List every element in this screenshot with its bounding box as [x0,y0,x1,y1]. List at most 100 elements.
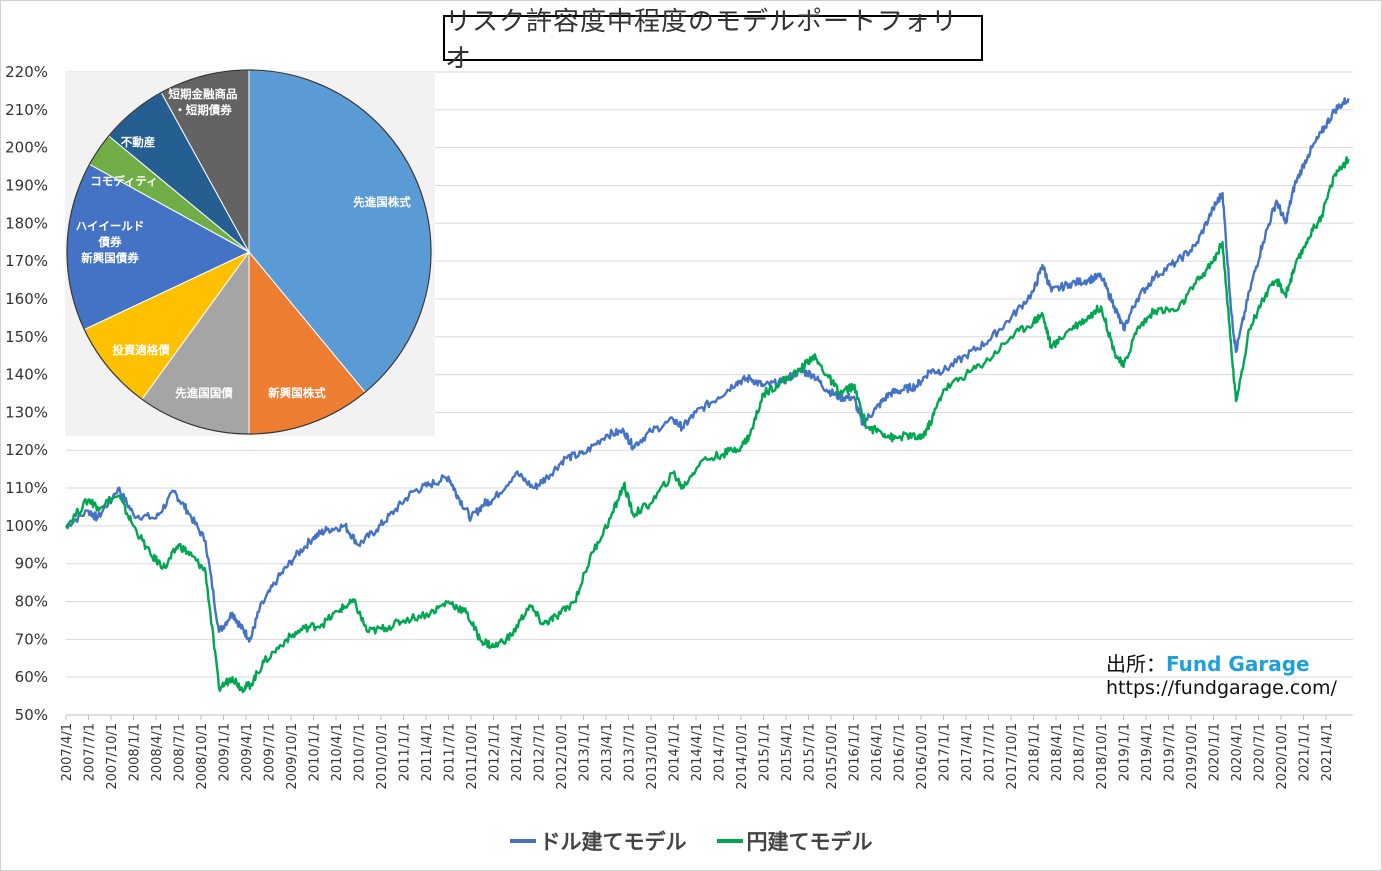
x-tick-label: 2020/10/1 [1275,723,1290,790]
x-tick-label: 2007/4/1 [60,723,75,781]
source-label: 出所：Fund Garage [1106,648,1310,677]
x-tick-label: 2008/10/1 [195,723,210,790]
y-tick-label: 180% [5,214,48,232]
y-tick-label: 120% [5,441,48,459]
legend-swatch-dollar [509,839,536,843]
source-url: https://fundgarage.com/ [1106,677,1337,699]
x-tick-label: 2017/4/1 [960,723,975,781]
x-axis: 2007/4/1 2007/7/1 2007/10/1 2008/1/1 2008/4/… [60,714,1353,790]
pie-label: 新興国株式 [268,386,326,400]
x-tick-label: 2013/1/1 [578,723,593,781]
x-tick-label: 2015/4/1 [780,723,795,781]
chart-title: リスク許容度中程度のモデルポートフォリオ [443,7,983,74]
x-tick-label: 2008/7/1 [173,723,188,781]
y-tick-label: 140% [5,366,48,384]
series-lines [65,97,1350,694]
x-tick-label: 2007/10/1 [105,723,120,790]
x-tick-label: 2020/4/1 [1230,723,1245,781]
x-tick-label: 2013/7/1 [623,723,638,781]
x-tick-label: 2009/10/1 [285,723,300,790]
y-tick-label: 210% [5,101,48,119]
pie-label: 不動産 [121,135,156,149]
y-tick-label: 150% [5,328,48,346]
x-tick-label: 2019/4/1 [1140,723,1155,781]
x-tick-label: 2019/1/1 [1118,723,1133,781]
legend: ドル建てモデル 円建てモデル [0,826,1382,856]
x-tick-label: 2020/7/1 [1253,723,1268,781]
x-tick-label: 2010/7/1 [353,723,368,781]
x-tick-label: 2013/10/1 [645,723,660,790]
x-tick-label: 2016/4/1 [870,723,885,781]
x-tick-label: 2015/1/1 [758,723,773,781]
x-tick-label: 2009/4/1 [240,723,255,781]
x-tick-label: 2014/1/1 [668,723,683,781]
x-tick-label: 2018/4/1 [1050,723,1065,781]
legend-item-dollar: ドル建てモデル [509,826,687,856]
pie-label: 投資適格債 [112,343,170,357]
x-tick-label: 2015/7/1 [803,723,818,781]
pie-label: 先進国国債 [175,386,233,400]
y-tick-label: 200% [5,139,48,157]
x-tick-label: 2019/10/1 [1185,723,1200,790]
x-tick-label: 2014/7/1 [713,723,728,781]
x-tick-label: 2012/10/1 [555,723,570,790]
y-tick-label: 100% [5,517,48,535]
x-tick-label: 2014/4/1 [690,723,705,781]
x-tick-label: 2012/4/1 [510,723,525,781]
y-tick-label: 50% [15,706,48,724]
y-tick-label: 60% [15,668,48,686]
source-brand: Fund Garage [1166,652,1310,676]
y-tick-label: 90% [15,555,48,573]
x-tick-label: 2020/1/1 [1208,723,1223,781]
x-tick-label: 2017/7/1 [983,723,998,781]
source-prefix: 出所： [1106,652,1166,676]
pie-label: 先進国株式 [353,195,411,209]
y-tick-label: 130% [5,403,48,421]
x-tick-label: 2021/4/1 [1320,723,1335,781]
legend-label-yen: 円建てモデル [746,830,873,854]
pie-label: ハイイールド債券新興国債券 [76,219,145,265]
x-tick-label: 2011/7/1 [443,723,458,781]
pie-outline [66,69,432,435]
x-tick-label: 2013/4/1 [600,723,615,781]
y-tick-label: 170% [5,252,48,270]
x-tick-label: 2017/10/1 [1005,723,1020,790]
x-tick-label: 2012/7/1 [533,723,548,781]
x-tick-label: 2010/10/1 [375,723,390,790]
series-line-yen [65,156,1350,694]
x-tick-label: 2011/10/1 [465,723,480,790]
x-tick-label: 2018/1/1 [1028,723,1043,781]
x-tick-label: 2010/4/1 [330,723,345,781]
legend-swatch-yen [716,839,743,843]
x-tick-label: 2019/7/1 [1163,723,1178,781]
x-tick-label: 2009/7/1 [263,723,278,781]
x-tick-label: 2011/4/1 [420,723,435,781]
y-tick-label: 220% [5,63,48,81]
y-tick-label: 160% [5,290,48,308]
legend-label-dollar: ドル建てモデル [539,830,687,854]
x-tick-label: 2011/1/1 [398,723,413,781]
pie-label: 短期金融商品・短期債券 [169,87,238,117]
x-tick-label: 2008/4/1 [150,723,165,781]
x-tick-label: 2016/7/1 [893,723,908,781]
legend-item-yen: 円建てモデル [716,826,873,856]
y-tick-label: 110% [5,479,48,497]
y-axis-ticks: 50% 60% 70% 80% 90% 100% 110% 120% 130% 140% 150% 1… [5,63,48,724]
x-tick-label: 2008/1/1 [128,723,143,781]
x-tick-label: 2014/10/1 [735,723,750,790]
x-tick-label: 2012/1/1 [488,723,503,781]
x-tick-label: 2021/1/1 [1298,723,1313,781]
x-tick-label: 2007/7/1 [83,723,98,781]
x-tick-label: 2018/7/1 [1073,723,1088,781]
x-tick-label: 2009/1/1 [218,723,233,781]
x-tick-label: 2016/10/1 [915,723,930,790]
x-tick-label: 2016/1/1 [848,723,863,781]
x-tick-label: 2015/10/1 [825,723,840,790]
series-line-dollar [65,97,1350,643]
x-tick-label: 2010/1/1 [308,723,323,781]
x-tick-label: 2017/1/1 [938,723,953,781]
pie-label: コモディティ [90,174,158,188]
y-tick-label: 80% [15,593,48,611]
